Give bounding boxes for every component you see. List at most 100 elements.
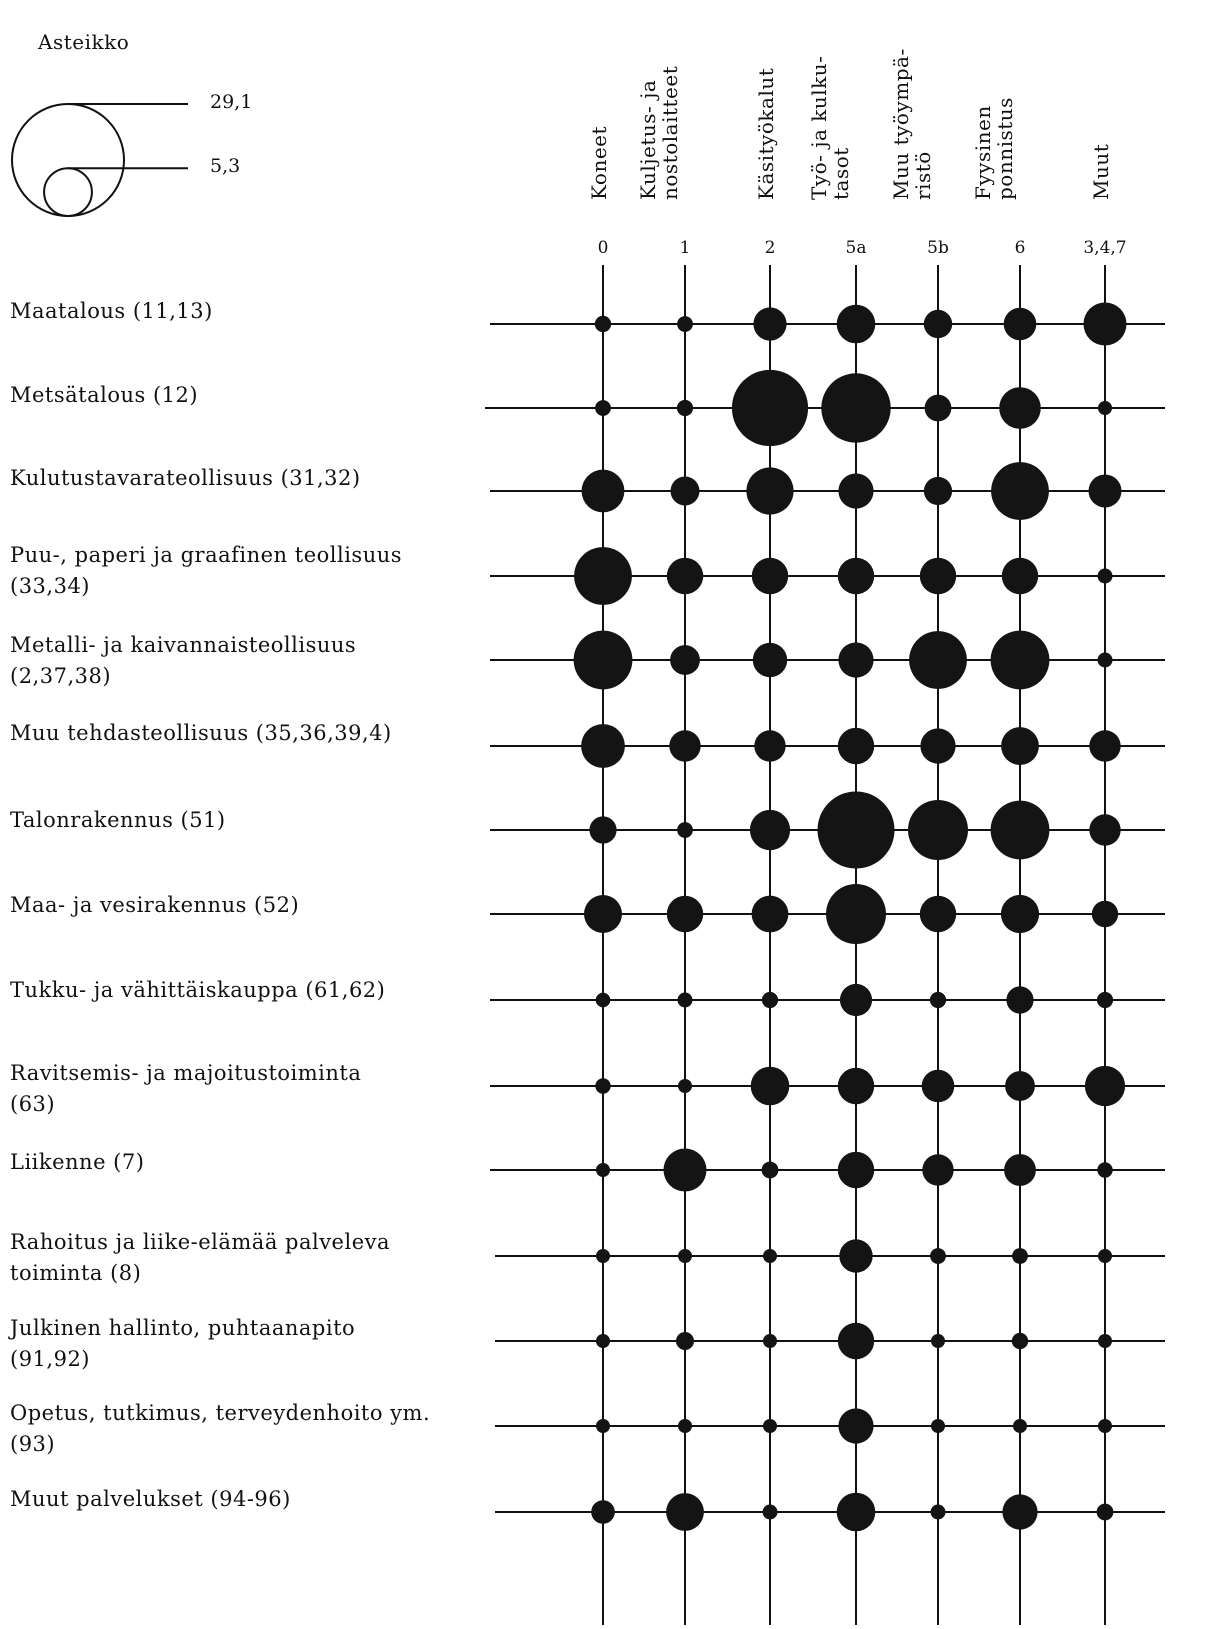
bubble — [921, 1069, 955, 1103]
bubble — [669, 730, 701, 762]
bubble — [666, 1493, 704, 1531]
scale-circle-small — [43, 167, 93, 218]
bubble — [678, 1079, 692, 1093]
bubble — [1083, 302, 1127, 346]
bubble — [1084, 1065, 1126, 1107]
row-label: Muu tehdasteollisuus (35,36,39,4) — [10, 721, 392, 745]
bubble — [763, 1334, 777, 1348]
bubble — [746, 467, 794, 515]
bubble — [753, 307, 787, 341]
row-label: (91,92) — [10, 1347, 91, 1371]
column-code: 6 — [1014, 238, 1026, 258]
bubble — [1003, 307, 1037, 341]
bubble — [1001, 727, 1039, 765]
row-label: (33,34) — [10, 574, 91, 598]
bubble — [837, 557, 875, 595]
bubble — [999, 387, 1041, 429]
bubble — [839, 983, 873, 1017]
column-header-label: Työ- ja kulku- tasot — [807, 55, 853, 200]
bubble — [1098, 1249, 1112, 1263]
bubble — [589, 816, 617, 844]
bubble — [931, 1419, 945, 1433]
row-label: Opetus, tutkimus, terveydenhoito ym. — [10, 1401, 431, 1425]
bubble — [731, 369, 809, 447]
bubble — [596, 1419, 610, 1433]
bubble — [1004, 1154, 1036, 1186]
bubble — [1096, 991, 1114, 1009]
bubble — [817, 791, 895, 869]
bubble — [762, 1504, 778, 1520]
row-label: Maa- ja vesirakennus (52) — [10, 893, 300, 917]
bubble — [677, 992, 693, 1008]
bubble — [1001, 557, 1039, 595]
bubble — [837, 1322, 875, 1360]
bubble — [919, 895, 957, 933]
column-header-label: Muut — [1089, 143, 1113, 200]
bubble — [750, 1066, 790, 1106]
scale-title: Asteikko — [38, 30, 130, 54]
column-header-label: Kuljetus- ja nostolaitteet — [636, 65, 682, 200]
row-label: toiminta (8) — [10, 1261, 142, 1285]
row-label: Talonrakennus (51) — [10, 808, 226, 832]
scale-large-label: 29,1 — [210, 91, 253, 113]
bubble — [678, 1419, 692, 1433]
row-label: Rahoitus ja liike-elämää palveleva — [10, 1230, 391, 1254]
bubble — [837, 1151, 875, 1189]
bubble — [595, 400, 611, 416]
bubble — [596, 1249, 610, 1263]
bubble — [836, 1492, 876, 1532]
column-code: 0 — [597, 238, 609, 258]
grid-lines — [485, 265, 1165, 1625]
bubble — [1011, 1332, 1029, 1350]
column-header-label: Käsityökalut — [754, 67, 778, 200]
column-code: 5b — [927, 238, 949, 258]
bubble — [751, 895, 789, 933]
row-label: Metsätalous (12) — [10, 383, 199, 407]
bubble — [909, 631, 967, 689]
row-label: Ravitsemis- ja majoitustoiminta — [10, 1061, 362, 1085]
bubble — [677, 822, 693, 838]
row-label: Maatalous (11,13) — [10, 299, 213, 323]
column-code: 1 — [679, 238, 691, 258]
bubble — [752, 642, 788, 678]
bubble — [1002, 1494, 1038, 1530]
bubble — [930, 1504, 946, 1520]
bubbles — [573, 302, 1127, 1532]
bubble — [666, 895, 704, 933]
bubble — [1098, 1334, 1112, 1348]
row-label: Tukku- ja vähittäiskauppa (61,62) — [10, 978, 386, 1002]
bubble — [595, 1078, 611, 1094]
scale-small-label: 5,3 — [210, 155, 241, 178]
bubble — [990, 630, 1050, 690]
row-label: Metalli- ja kaivannaisteollisuus — [10, 633, 357, 657]
bubble — [754, 730, 786, 762]
bubble — [838, 473, 874, 509]
bubble — [596, 1163, 610, 1177]
bubble — [670, 476, 700, 506]
bubble — [990, 800, 1050, 860]
bubble — [677, 316, 693, 332]
bubble — [836, 304, 876, 344]
bubble — [594, 315, 612, 333]
bubble — [838, 1408, 874, 1444]
bubble — [676, 1332, 694, 1350]
bubble — [826, 884, 886, 944]
row-label: Kulutustavarateollisuus (31,32) — [10, 466, 361, 490]
bubble — [991, 462, 1049, 520]
bubble — [920, 728, 956, 764]
bubble — [919, 557, 957, 595]
bubble — [596, 1334, 610, 1348]
bubble — [584, 895, 622, 933]
column-code: 2 — [764, 238, 776, 258]
bubble — [676, 399, 694, 417]
bubble — [821, 373, 891, 443]
bubble — [922, 1154, 954, 1186]
bubble — [1006, 986, 1034, 1014]
row-label: (93) — [10, 1432, 56, 1456]
bubble — [763, 1419, 777, 1433]
bubble — [666, 557, 704, 595]
bubble — [581, 724, 625, 768]
bubble — [761, 991, 779, 1009]
bubble — [1098, 401, 1112, 415]
